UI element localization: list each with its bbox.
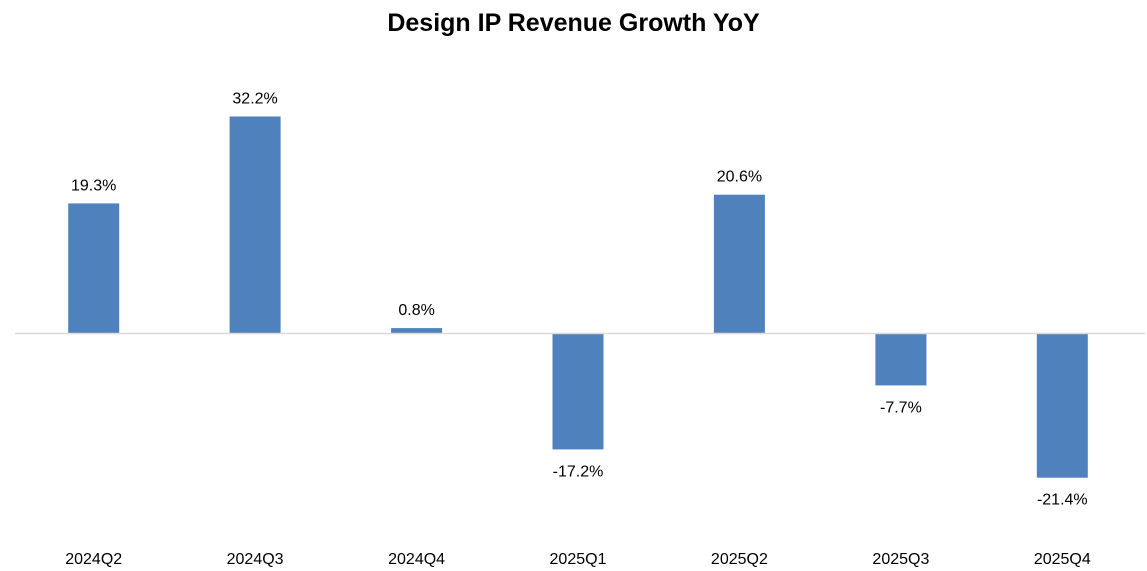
bar-2024Q4 bbox=[391, 328, 443, 334]
x-tick-label-2025Q3: 2025Q3 bbox=[872, 551, 929, 568]
x-tick-label-2024Q2: 2024Q2 bbox=[65, 551, 122, 568]
data-label-2024Q3: 32.2% bbox=[232, 91, 277, 108]
chart-title: Design IP Revenue Growth YoY bbox=[387, 9, 760, 37]
x-tick-label-2024Q3: 2024Q3 bbox=[227, 551, 284, 568]
x-tick-labels-layer: 2024Q2 2024Q3 2024Q4 2025Q1 2025Q2 2025Q3 2025… bbox=[65, 551, 1091, 568]
bar-2025Q1 bbox=[552, 333, 604, 450]
data-labels-layer: 19.3% 32.2% 0.8% -17.2% 20.6% -7.7% -21.4% bbox=[71, 91, 1088, 509]
bar-2025Q2 bbox=[713, 194, 765, 334]
x-tick-label-2025Q1: 2025Q1 bbox=[550, 551, 607, 568]
data-label-2025Q3: -7.7% bbox=[880, 399, 922, 416]
bar-2025Q3 bbox=[875, 333, 927, 386]
bar-2024Q3 bbox=[229, 116, 281, 334]
bar-2024Q2 bbox=[68, 203, 120, 334]
data-label-2025Q1: -17.2% bbox=[553, 463, 604, 480]
data-label-2025Q4: -21.4% bbox=[1037, 492, 1088, 509]
data-label-2024Q4: 0.8% bbox=[398, 302, 434, 319]
data-label-2024Q2: 19.3% bbox=[71, 177, 116, 194]
x-tick-label-2025Q2: 2025Q2 bbox=[711, 551, 768, 568]
bars-layer bbox=[68, 116, 1088, 478]
x-tick-label-2025Q4: 2025Q4 bbox=[1034, 551, 1091, 568]
x-tick-label-2024Q4: 2024Q4 bbox=[388, 551, 445, 568]
bar-2025Q4 bbox=[1036, 333, 1088, 478]
data-label-2025Q2: 20.6% bbox=[717, 169, 762, 186]
